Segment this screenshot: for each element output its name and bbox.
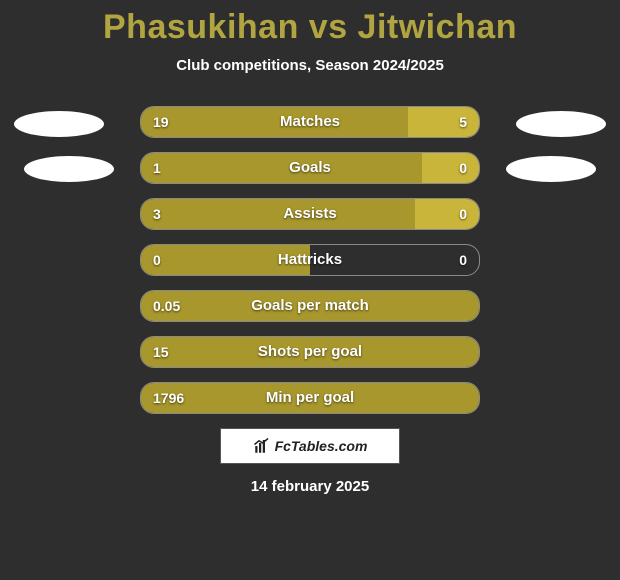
stat-row: 3Assists0 — [140, 198, 480, 230]
value-right: 0 — [459, 199, 467, 229]
stat-label: Hattricks — [141, 245, 479, 275]
stat-label: Goals per match — [141, 291, 479, 321]
comparison-chart: 19Matches51Goals03Assists00Hattricks00.0… — [0, 106, 620, 414]
footer-date: 14 february 2025 — [0, 478, 620, 495]
stat-label: Assists — [141, 199, 479, 229]
value-right: 0 — [459, 245, 467, 275]
stat-rows: 19Matches51Goals03Assists00Hattricks00.0… — [140, 106, 480, 414]
player-right-badge-2 — [506, 156, 596, 182]
stat-row: 0.05Goals per match — [140, 290, 480, 322]
watermark-text: FcTables.com — [275, 438, 368, 454]
player-left-badge-1 — [14, 111, 104, 137]
stat-label: Min per goal — [141, 383, 479, 413]
player-right-badge-1 — [516, 111, 606, 137]
chart-icon — [253, 437, 271, 455]
page-title: Phasukihan vs Jitwichan — [0, 0, 620, 47]
value-right: 0 — [459, 153, 467, 183]
stat-row: 19Matches5 — [140, 106, 480, 138]
stat-row: 15Shots per goal — [140, 336, 480, 368]
stat-row: 1Goals0 — [140, 152, 480, 184]
stat-label: Shots per goal — [141, 337, 479, 367]
subtitle: Club competitions, Season 2024/2025 — [0, 57, 620, 74]
player-left-badge-2 — [24, 156, 114, 182]
stat-label: Goals — [141, 153, 479, 183]
value-right: 5 — [459, 107, 467, 137]
stat-row: 0Hattricks0 — [140, 244, 480, 276]
stat-label: Matches — [141, 107, 479, 137]
watermark: FcTables.com — [220, 428, 400, 464]
stat-row: 1796Min per goal — [140, 382, 480, 414]
